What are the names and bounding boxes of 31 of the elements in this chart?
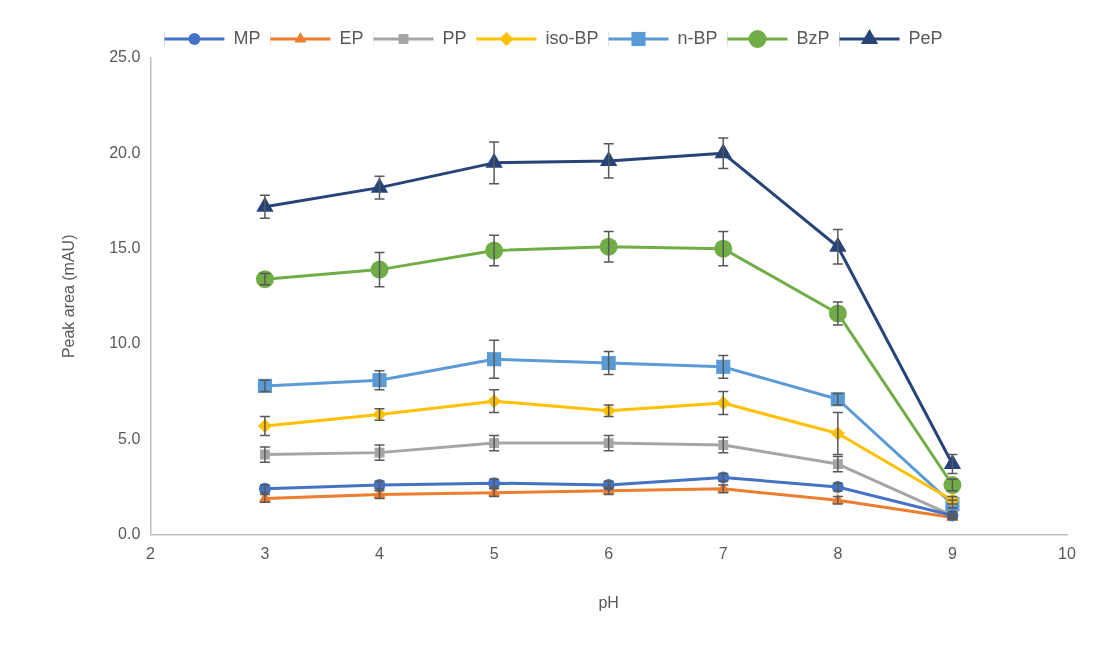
x-tick-label: 7 [718,544,728,562]
y-tick-label: 20.0 [109,143,141,161]
legend-label: EP [339,27,364,48]
x-tick-label: 9 [947,544,957,562]
y-tick-label: 25.0 [109,48,141,66]
point [714,239,733,258]
y-tick-label: 10.0 [109,334,141,352]
x-tick-label: 2 [145,544,155,562]
y-tick-label: 5.0 [118,429,141,447]
x-tick-label: 5 [489,544,499,562]
x-tick-label: 6 [604,544,614,562]
point [716,359,731,374]
legend-label: BzP [796,27,830,48]
point [372,373,387,388]
y-axis-title: Peak area (mAU) [60,234,78,359]
legend-label: iso-BP [545,27,599,48]
point [599,237,618,256]
legend-label: PP [442,27,467,48]
legend-label: PeP [908,27,943,48]
x-axis-title: pH [598,593,619,611]
legend-label: MP [233,27,261,48]
x-tick-label: 10 [1058,544,1076,562]
y-tick-label: 0.0 [118,525,141,543]
x-tick-label: 4 [375,544,385,562]
x-tick-label: 3 [260,544,270,562]
point [601,355,616,371]
y-tick-label: 15.0 [109,239,141,257]
legend-label: n-BP [677,27,718,48]
point [255,270,274,289]
x-tick-label: 8 [833,544,843,562]
point [370,260,389,279]
